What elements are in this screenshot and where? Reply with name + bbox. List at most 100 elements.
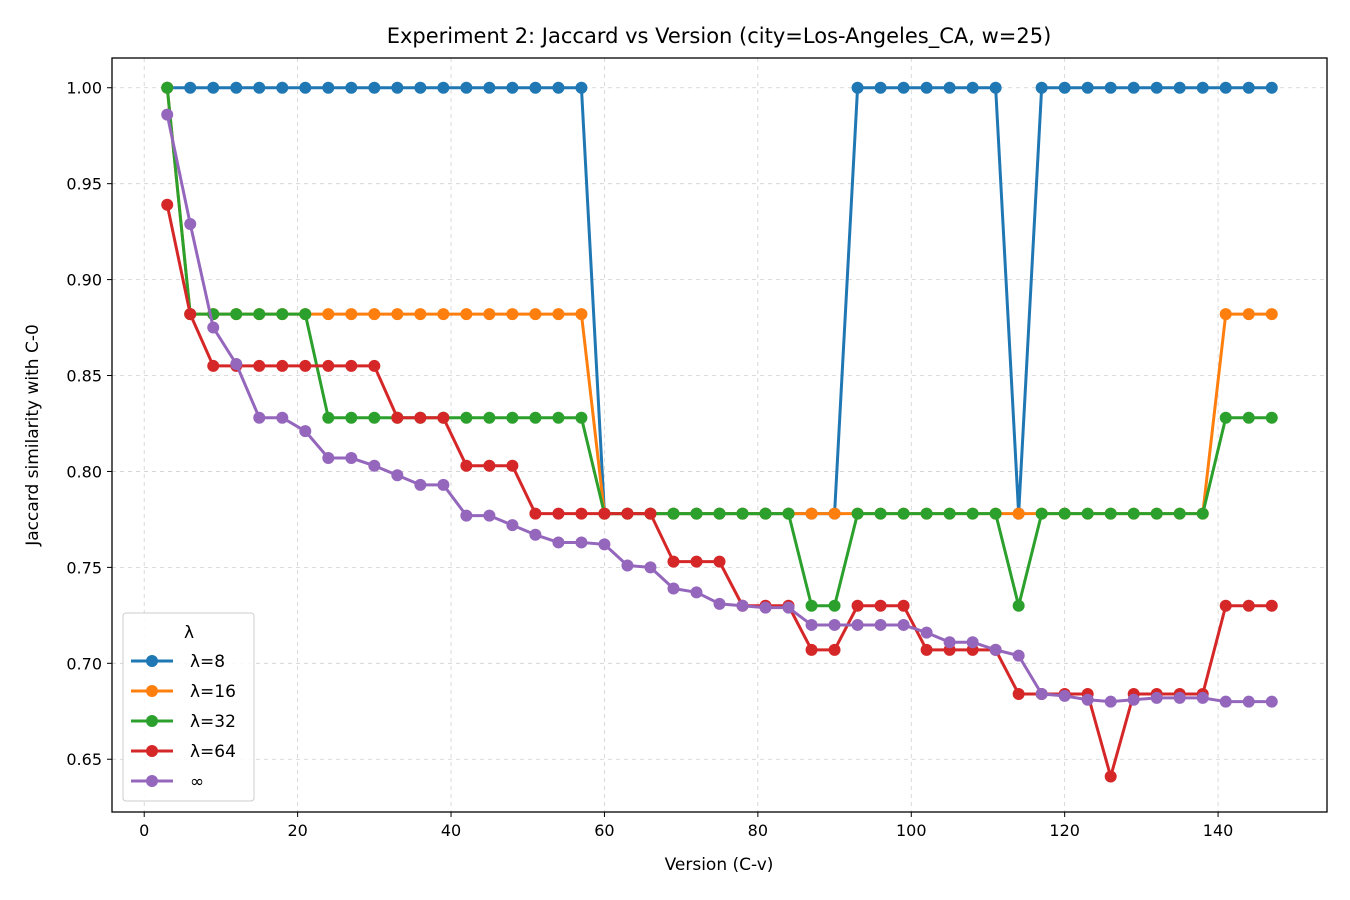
data-point bbox=[1012, 507, 1025, 520]
data-point bbox=[805, 599, 818, 612]
data-point bbox=[943, 507, 956, 520]
data-point bbox=[552, 507, 565, 520]
data-point bbox=[368, 459, 381, 472]
data-point bbox=[253, 411, 266, 424]
data-point bbox=[1035, 81, 1048, 94]
data-point bbox=[414, 411, 427, 424]
data-point bbox=[1012, 599, 1025, 612]
y-tick-label: 0.70 bbox=[66, 654, 102, 673]
data-point bbox=[874, 618, 887, 631]
data-point bbox=[253, 308, 266, 321]
data-point bbox=[805, 643, 818, 656]
legend-item: λ=8 bbox=[131, 652, 225, 672]
data-point bbox=[1265, 411, 1278, 424]
data-point bbox=[368, 81, 381, 94]
data-point bbox=[1012, 688, 1025, 701]
data-point bbox=[207, 359, 220, 372]
data-point bbox=[851, 507, 864, 520]
data-point bbox=[529, 411, 542, 424]
data-point bbox=[368, 308, 381, 321]
data-point bbox=[253, 359, 266, 372]
data-point bbox=[943, 81, 956, 94]
data-point bbox=[1219, 599, 1232, 612]
data-point bbox=[1173, 81, 1186, 94]
data-point bbox=[552, 308, 565, 321]
data-point bbox=[1173, 507, 1186, 520]
data-point bbox=[897, 81, 910, 94]
data-point bbox=[1035, 688, 1048, 701]
data-point bbox=[621, 507, 634, 520]
data-point bbox=[506, 81, 519, 94]
series-3 bbox=[161, 81, 1278, 612]
data-point bbox=[874, 599, 887, 612]
data-point bbox=[897, 599, 910, 612]
legend-item: λ=32 bbox=[131, 712, 236, 732]
data-point bbox=[621, 559, 634, 572]
data-point bbox=[598, 538, 611, 551]
data-point bbox=[1265, 308, 1278, 321]
data-point bbox=[437, 308, 450, 321]
legend-marker bbox=[146, 745, 158, 757]
data-point bbox=[1104, 695, 1117, 708]
data-point bbox=[690, 586, 703, 599]
data-point bbox=[414, 81, 427, 94]
data-point bbox=[667, 555, 680, 568]
data-point bbox=[1242, 411, 1255, 424]
data-point bbox=[1058, 507, 1071, 520]
data-point bbox=[759, 601, 772, 614]
x-tick-label: 120 bbox=[1049, 821, 1080, 840]
data-point bbox=[1104, 507, 1117, 520]
legend-marker bbox=[146, 715, 158, 727]
data-point bbox=[1035, 507, 1048, 520]
data-point bbox=[874, 81, 887, 94]
data-point bbox=[920, 507, 933, 520]
data-point bbox=[506, 519, 519, 532]
data-point bbox=[897, 618, 910, 631]
data-point bbox=[1242, 81, 1255, 94]
y-tick-label: 0.90 bbox=[66, 271, 102, 290]
data-point bbox=[1081, 81, 1094, 94]
data-point bbox=[1150, 81, 1163, 94]
data-point bbox=[828, 643, 841, 656]
data-point bbox=[851, 81, 864, 94]
data-point bbox=[1058, 81, 1071, 94]
data-point bbox=[805, 507, 818, 520]
series-line bbox=[165, 204, 1272, 779]
x-tick-label: 0 bbox=[139, 821, 149, 840]
legend-marker bbox=[146, 775, 158, 787]
legend: λ λ=8 λ=16 λ=32 λ=64 ∞ bbox=[122, 612, 255, 802]
data-point bbox=[1150, 691, 1163, 704]
data-point bbox=[1242, 599, 1255, 612]
data-point bbox=[483, 411, 496, 424]
series-line bbox=[167, 86, 1272, 516]
data-point bbox=[920, 626, 933, 639]
data-point bbox=[253, 81, 266, 94]
data-point bbox=[322, 452, 335, 465]
data-point bbox=[391, 411, 404, 424]
data-point bbox=[828, 507, 841, 520]
data-point bbox=[1265, 695, 1278, 708]
data-point bbox=[1219, 695, 1232, 708]
data-point bbox=[230, 308, 243, 321]
data-point bbox=[184, 217, 197, 230]
data-point bbox=[161, 108, 174, 121]
data-point bbox=[575, 411, 588, 424]
data-point bbox=[1219, 308, 1232, 321]
data-point bbox=[322, 81, 335, 94]
data-point bbox=[276, 359, 289, 372]
data-point bbox=[736, 599, 749, 612]
legend-marker bbox=[146, 655, 158, 667]
series-5 bbox=[161, 108, 1278, 708]
data-point bbox=[1104, 770, 1117, 783]
data-point bbox=[1127, 507, 1140, 520]
legend-label: λ=16 bbox=[190, 682, 236, 702]
data-point bbox=[1196, 507, 1209, 520]
data-point bbox=[989, 81, 1002, 94]
data-point bbox=[1196, 81, 1209, 94]
data-point bbox=[368, 411, 381, 424]
data-point bbox=[575, 536, 588, 549]
data-point bbox=[368, 359, 381, 372]
data-point bbox=[552, 411, 565, 424]
y-tick-label: 0.80 bbox=[66, 462, 102, 481]
legend-item: λ=64 bbox=[131, 742, 236, 762]
